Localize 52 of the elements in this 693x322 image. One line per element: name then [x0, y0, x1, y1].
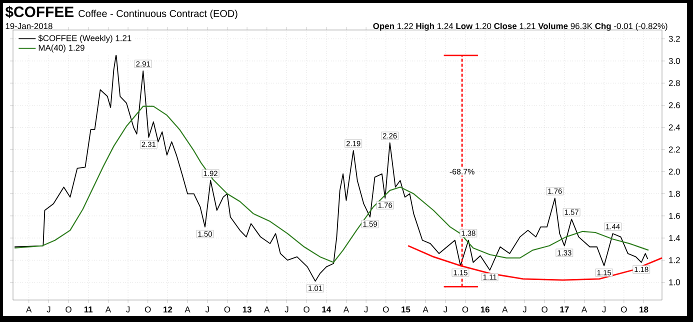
- x-tick-label: A: [343, 306, 350, 312]
- x-tick-label: O: [383, 306, 389, 313]
- x-tick-label: O: [224, 306, 230, 313]
- y-tick-label: 1.8: [669, 190, 680, 197]
- x-tick-label: 13: [242, 306, 252, 313]
- x-tick-label: J: [364, 306, 368, 312]
- x-tick-label: J: [46, 306, 50, 312]
- legend-label: $COFFEE (Weekly) 1.21: [38, 34, 132, 43]
- line-series: [14, 54, 648, 282]
- chart-title: $COFFEE: [5, 6, 74, 18]
- x-tick-label: A: [502, 306, 508, 312]
- y-tick-label: 3.0: [668, 58, 680, 64]
- x-tick-label: J: [126, 306, 130, 312]
- y-tick-label: 2.8: [668, 80, 680, 86]
- y-tick-label: 1.2: [669, 257, 680, 264]
- x-tick-label: A: [422, 306, 428, 312]
- x-tick-label: O: [144, 306, 151, 313]
- y-tick-label: 2.2: [668, 146, 680, 152]
- y-tick-label: 2.4: [668, 124, 680, 130]
- x-tick-label: A: [105, 306, 112, 312]
- y-tick-label: 1.4: [669, 235, 680, 241]
- x-tick-label: O: [462, 306, 468, 313]
- x-tick-label: 16: [480, 306, 490, 313]
- legend-label: MA(40) 1.29: [38, 44, 84, 52]
- x-tick-label: 18: [640, 306, 648, 313]
- text: Open 1.22 High 1.24 Low 1.20 Close 1.21 Volume 96.3K Chg -0.01 (-0.82%): [373, 22, 668, 31]
- x-tick-label: A: [26, 306, 32, 312]
- y-tick-label: 1.0: [669, 279, 680, 286]
- x-tick-label: 11: [84, 306, 93, 312]
- x-tick-label: 17: [560, 306, 569, 312]
- line-series: [14, 106, 650, 263]
- x-tick-label: J: [205, 306, 209, 312]
- x-tick-label: J: [522, 306, 526, 312]
- x-tick-label: A: [581, 306, 588, 312]
- chart-subtitle: Coffee - Continuous Contract (EOD): [78, 10, 238, 20]
- x-tick-label: J: [443, 306, 447, 312]
- x-tick-label: O: [66, 306, 72, 313]
- y-tick-label: 1.6: [669, 212, 680, 219]
- x-tick-label: 14: [322, 306, 332, 312]
- x-tick-label: A: [264, 306, 270, 312]
- y-tick-label: 3.2: [668, 36, 680, 42]
- text: 19-Jan-2018: [6, 23, 52, 30]
- x-tick-label: O: [621, 306, 627, 313]
- y-tick-label: 2.0: [668, 168, 680, 175]
- x-tick-label: O: [542, 306, 548, 313]
- x-tick-label: O: [304, 306, 310, 313]
- x-tick-label: A: [184, 306, 190, 312]
- x-tick-label: J: [284, 306, 288, 312]
- x-tick-label: 15: [402, 306, 410, 312]
- x-tick-label: 12: [164, 306, 172, 312]
- y-tick-label: 2.6: [668, 102, 680, 108]
- x-tick-label: J: [602, 306, 606, 312]
